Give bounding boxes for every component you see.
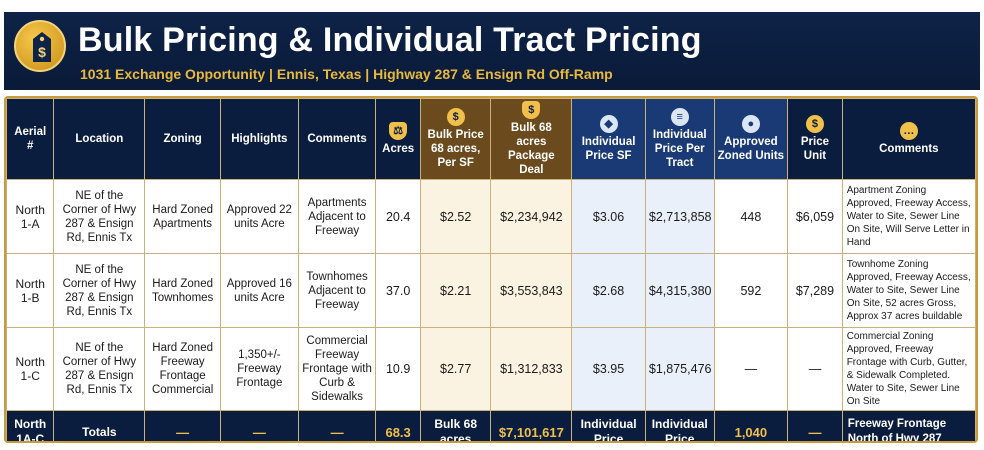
cell-bulk-sf: $2.52 (419, 179, 492, 254)
document-icon: ≡ (670, 108, 689, 126)
cell-individual-tract: $1,875,476 (644, 327, 715, 411)
totals-acres: 68.3 (375, 410, 421, 441)
scale-icon: ⚖ (389, 122, 408, 140)
col-header-comments-detail-label: Comments (879, 143, 939, 155)
people-icon: ● (741, 115, 760, 133)
table-row: North 1-C NE of the Corner of Hwy 287 & … (6, 327, 976, 411)
cell-price-unit: — (787, 327, 843, 411)
cell-units: 448 (713, 179, 789, 254)
cell-zoning: Hard Zoned Freeway Frontage Commercial (144, 327, 221, 411)
tag-icon: ◆ (599, 115, 618, 133)
cell-aerial: North 1-C (6, 327, 55, 411)
header-banner: $ Bulk Pricing & Individual Tract Pricin… (4, 12, 980, 90)
totals-individual-sf: Individual Price (571, 410, 646, 441)
cell-bulk-sf: $2.21 (419, 253, 492, 328)
totals-comments-detail: Freeway Frontage North of Hwy 287 (841, 410, 976, 441)
totals-aerial: North 1A-C (6, 410, 55, 441)
col-header-bulk-package: $ Bulk 68 acres Package Deal (490, 98, 573, 180)
col-header-acres-label: Acres (382, 143, 415, 155)
cell-bulk-package: $3,553,843 (490, 253, 573, 328)
table-header-row: Aerial # Location Zoning Highlights Comm… (6, 98, 976, 180)
col-header-price-unit-label: Price Unit (800, 136, 830, 162)
price-tag-dollar-icon: $ (14, 20, 66, 72)
col-header-comments: Comments (297, 98, 377, 180)
cell-bulk-package: $2,234,942 (490, 179, 573, 254)
col-header-individual-sf-label: Individual Price SF (581, 136, 636, 162)
speech-bubble-icon: … (899, 122, 918, 140)
cell-aerial: North 1-B (6, 253, 55, 328)
col-header-units: ● Approved Zoned Units (713, 98, 789, 180)
totals-highlights: — (219, 410, 299, 441)
cell-location: NE of the Corner of Hwy 287 & Ensign Rd,… (53, 253, 146, 328)
cell-highlights: Approved 22 units Acre (219, 179, 299, 254)
dollar-coin-icon: $ (446, 108, 465, 126)
cell-location: NE of the Corner of Hwy 287 & Ensign Rd,… (53, 327, 146, 411)
cell-zoning: Hard Zoned Apartments (144, 179, 221, 254)
cell-comments-detail: Townhome Zoning Approved, Freeway Access… (841, 253, 976, 328)
cell-comments-detail: Commercial Zoning Approved, Freeway Fron… (841, 327, 976, 411)
pricing-table-frame: Aerial # Location Zoning Highlights Comm… (4, 96, 978, 443)
cell-aerial: North 1-A (6, 179, 55, 254)
col-header-comments-detail: … Comments (841, 98, 976, 180)
cell-price-unit: $6,059 (787, 179, 843, 254)
page-title: Bulk Pricing & Individual Tract Pricing (78, 21, 702, 59)
cell-highlights: Approved 16 units Acre (219, 253, 299, 328)
col-header-bulk-sf: $ Bulk Price 68 acres, Per SF (419, 98, 492, 180)
totals-label: Totals (53, 410, 146, 441)
col-header-location: Location (53, 98, 146, 180)
cell-individual-sf: $3.06 (571, 179, 646, 254)
table-row: North 1-B NE of the Corner of Hwy 287 & … (6, 253, 976, 328)
totals-bulk-package: $7,101,617 (490, 410, 573, 441)
cell-comments: Commercial Freeway Frontage with Curb & … (297, 327, 377, 411)
col-header-bulk-package-label: Bulk 68 acres Package Deal (508, 122, 555, 176)
col-header-zoning: Zoning (144, 98, 221, 180)
cell-individual-sf: $2.68 (571, 253, 646, 328)
totals-zoning: — (144, 410, 221, 441)
totals-price-unit: — (787, 410, 843, 441)
page-subtitle: 1031 Exchange Opportunity | Ennis, Texas… (80, 66, 613, 82)
col-header-individual-sf: ◆ Individual Price SF (571, 98, 646, 180)
table-row: North 1-A NE of the Corner of Hwy 287 & … (6, 179, 976, 254)
col-header-units-label: Approved Zoned Units (717, 136, 785, 162)
col-header-highlights: Highlights (219, 98, 299, 180)
cell-bulk-package: $1,312,833 (490, 327, 573, 411)
dollar-coin-icon: $ (805, 115, 824, 133)
cell-individual-tract: $4,315,380 (644, 253, 715, 328)
cell-units: — (713, 327, 789, 411)
totals-row: North 1A-C Totals — — — 68.3 Bulk 68 acr… (6, 410, 976, 441)
cell-highlights: 1,350+/- Freeway Frontage (219, 327, 299, 411)
money-bag-icon: $ (522, 101, 541, 119)
cell-location: NE of the Corner of Hwy 287 & Ensign Rd,… (53, 179, 146, 254)
cell-comments: Townhomes Adjacent to Freeway (297, 253, 377, 328)
cell-bulk-sf: $2.77 (419, 327, 492, 411)
cell-price-unit: $7,289 (787, 253, 843, 328)
totals-individual-tract: Individual Price (644, 410, 715, 441)
cell-acres: 20.4 (375, 179, 421, 254)
cell-units: 592 (713, 253, 789, 328)
col-header-bulk-sf-label: Bulk Price 68 acres, Per SF (427, 129, 484, 169)
pricing-table: Aerial # Location Zoning Highlights Comm… (6, 98, 976, 441)
cell-zoning: Hard Zoned Townhomes (144, 253, 221, 328)
cell-comments: Apartments Adjacent to Freeway (297, 179, 377, 254)
col-header-acres: ⚖ Acres (375, 98, 421, 180)
cell-individual-sf: $3.95 (571, 327, 646, 411)
col-header-individual-tract: ≡ Individual Price Per Tract (644, 98, 715, 180)
totals-comments: — (297, 410, 377, 441)
col-header-price-unit: $ Price Unit (787, 98, 843, 180)
cell-acres: 37.0 (375, 253, 421, 328)
col-header-individual-tract-label: Individual Price Per Tract (652, 129, 707, 169)
col-header-aerial: Aerial # (6, 98, 55, 180)
cell-individual-tract: $2,713,858 (644, 179, 715, 254)
svg-text:$: $ (38, 44, 46, 60)
totals-units: 1,040 (713, 410, 789, 441)
totals-bulk-sf: Bulk 68 acres (419, 410, 492, 441)
cell-acres: 10.9 (375, 327, 421, 411)
cell-comments-detail: Apartment Zoning Approved, Freeway Acces… (841, 179, 976, 254)
